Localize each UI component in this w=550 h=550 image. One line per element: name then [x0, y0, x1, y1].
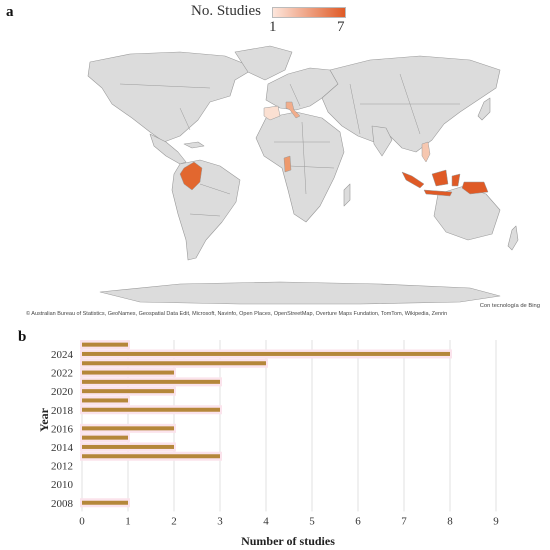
- y-tick-labels: 2024 2022 2020 2018 2016 2014 2012 2010 2008: [51, 349, 74, 510]
- madagascar-land: [343, 183, 351, 207]
- country-vietnam: [421, 141, 431, 163]
- india-land: [371, 125, 393, 157]
- greenland-land: [234, 45, 293, 81]
- x-tick-labels: 0 1 2 3 4 5 6 7 8 9: [79, 515, 499, 527]
- x-tick-label: 9: [493, 515, 499, 527]
- y-tick-label: 2012: [51, 461, 73, 473]
- world-map: [87, 45, 519, 305]
- japan-land: [477, 97, 491, 121]
- country-spain: [263, 105, 281, 121]
- y-axis-label: Year: [37, 407, 51, 432]
- x-tick-label: 0: [79, 515, 85, 527]
- x-tick-label: 5: [309, 515, 315, 527]
- x-tick-label: 7: [401, 515, 407, 527]
- map-credit-bing: Con tecnología de Bing: [479, 303, 540, 309]
- panel-label-a: a: [6, 4, 14, 20]
- x-tick-label: 4: [263, 515, 269, 527]
- bar-2024: [82, 351, 450, 356]
- highlighted-countries: [179, 101, 489, 197]
- y-tick-label: 2022: [51, 368, 73, 380]
- country-italy: [285, 101, 301, 119]
- country-colombia: [179, 161, 203, 191]
- bar-2014: [82, 444, 174, 449]
- map-credit-sources: © Australian Bureau of Statistics, GeoNa…: [26, 311, 448, 317]
- x-tick-label: 6: [355, 515, 361, 527]
- y-tick-label: 2008: [51, 498, 74, 510]
- africa-land: [255, 111, 345, 223]
- antarctica-land: [99, 281, 501, 305]
- bar-2019: [82, 398, 128, 403]
- x-tick-label: 3: [217, 515, 223, 527]
- bar-2020: [82, 389, 174, 394]
- caribbean-land: [183, 141, 205, 149]
- central-america-land: [149, 133, 187, 165]
- bar-2023: [82, 361, 266, 366]
- bar-2015: [82, 435, 128, 440]
- legend-min-label: 1: [269, 19, 277, 35]
- bars: [82, 342, 450, 505]
- legend-color-ramp: [272, 7, 346, 18]
- bar-2016: [82, 426, 174, 431]
- legend-max-label: 7: [337, 19, 345, 35]
- north-america-land: [87, 51, 256, 143]
- y-tick-label: 2016: [51, 423, 74, 435]
- y-tick-label: 2014: [51, 442, 74, 454]
- x-tick-label: 8: [447, 515, 453, 527]
- x-tick-label: 2: [171, 515, 177, 527]
- bar-2022: [82, 370, 174, 375]
- x-axis-label: Number of studies: [241, 534, 335, 548]
- bar-2008: [82, 500, 128, 505]
- bar-2025: [82, 342, 128, 347]
- bar-2018: [82, 407, 220, 412]
- bar-2013: [82, 454, 220, 459]
- country-borders: [119, 73, 460, 217]
- land-masses: [87, 45, 519, 305]
- y-tick-label: 2018: [51, 405, 74, 417]
- legend-title: No. Studies: [191, 3, 262, 19]
- y-tick-label: 2020: [51, 386, 74, 398]
- bar-2021: [82, 379, 220, 384]
- panel-label-b: b: [18, 329, 27, 345]
- y-tick-label: 2010: [51, 479, 74, 491]
- new-zealand-land: [507, 225, 519, 251]
- country-ghana: [283, 155, 292, 173]
- x-tick-label: 1: [125, 515, 131, 527]
- y-tick-label: 2024: [51, 349, 74, 361]
- country-indonesia: [401, 169, 489, 197]
